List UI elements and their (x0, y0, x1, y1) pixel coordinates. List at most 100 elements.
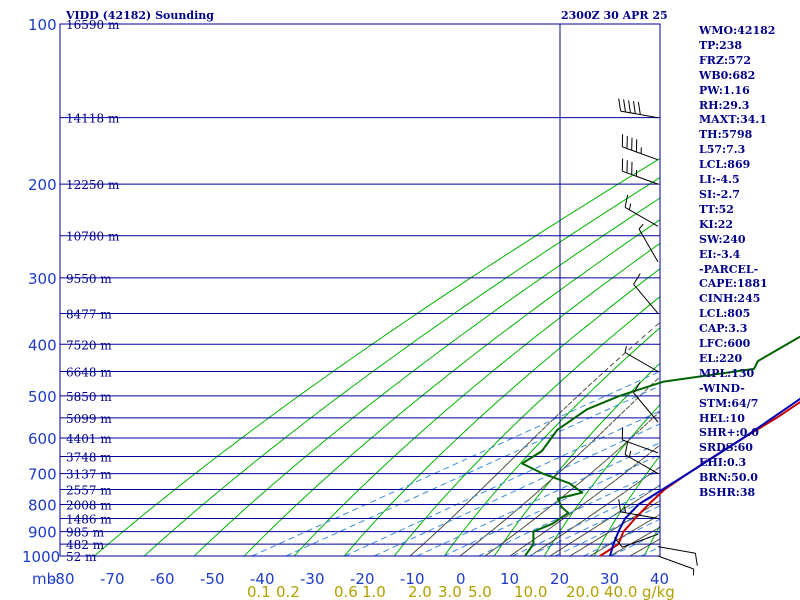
mixing-ratio-line (478, 469, 661, 557)
height-label: 16590 m (66, 18, 120, 32)
pressure-tick-labels: 100 200 300 400 500 600 700 800 900 1000 (22, 16, 60, 566)
moist-adiabat (529, 466, 661, 557)
mixing-ratio-line (285, 385, 661, 557)
temperature-tick-label: 0 (456, 570, 466, 588)
temperature-tick-label: -80 (50, 570, 75, 588)
index-value: PW:1.16 (699, 83, 750, 97)
mixing-ratio-label: 3.0 (438, 583, 462, 600)
index-value: CAP:3.3 (699, 322, 748, 336)
chart-title: VIDD (42182) Sounding (66, 9, 214, 22)
temperature-tick-label: -10 (400, 570, 425, 588)
height-label: 985 m (66, 526, 105, 540)
index-value: SHR+:0.0 (699, 426, 759, 440)
y-axis-title: mb (32, 570, 56, 588)
isotherm-grid (59, 23, 661, 557)
temperature-tick-labels: -80 -70 -60 -50 -40 -30 -20 -10 0 10 20 30 40 (50, 570, 669, 588)
height-label: 6648 m (66, 366, 112, 380)
wind-barb (657, 555, 695, 576)
temperature-tick-label: 10 (500, 570, 519, 588)
pressure-tick-label: 900 (28, 524, 57, 542)
index-value: BSHR:38 (699, 486, 756, 500)
height-label: 5099 m (66, 412, 112, 426)
mixing-ratio-label: 0.2 (276, 583, 300, 600)
dry-adiabat (443, 327, 661, 557)
index-value: EHI:0.3 (699, 456, 747, 470)
temperature-tick-label: -60 (150, 570, 175, 588)
index-value: LCL:805 (699, 307, 751, 321)
height-label: 482 m (66, 538, 105, 552)
mixing-ratio-label: 1.0 (362, 583, 386, 600)
index-value: -PARCEL- (699, 262, 759, 276)
height-label: 2008 m (66, 498, 112, 512)
pressure-tick-label: 500 (28, 388, 57, 406)
index-value: WMO:42182 (699, 24, 776, 37)
mixing-ratio-label: 0.1 (247, 583, 271, 600)
wind-barb (618, 98, 659, 119)
index-value: LFC:600 (699, 337, 751, 351)
height-label: 7520 m (66, 338, 112, 352)
mixing-ratio-label: 2.0 (408, 583, 432, 600)
temperature-tick-label: -30 (300, 570, 325, 588)
index-value: HEL:10 (699, 411, 745, 425)
mixing-ratio-label: 20.0 (566, 583, 599, 600)
moist-adiabat (629, 538, 661, 557)
index-value: LI:-4.5 (699, 173, 740, 187)
moist-adiabat (569, 500, 661, 557)
indices-panel: WMO:42182 TP:238 FRZ:572 WB0:682 PW:1.16 RH:2… (699, 24, 775, 501)
dry-adiabat (193, 197, 661, 557)
pressure-tick-label: 400 (28, 336, 57, 354)
index-value: LCL:869 (699, 158, 751, 172)
moist-adiabat (409, 322, 661, 557)
height-label: 3748 m (66, 450, 112, 464)
mixing-ratio-label: g/kg (642, 583, 675, 600)
height-label: 1486 m (66, 512, 112, 526)
dry-adiabat (143, 177, 661, 557)
wind-barb (638, 223, 659, 263)
wind-barb (657, 546, 698, 566)
temperature-tick-label: -50 (200, 570, 225, 588)
mixing-ratio-label: 10.0 (514, 583, 547, 600)
dry-adiabat (93, 158, 661, 557)
index-value: SW:240 (699, 232, 746, 246)
dry-adiabat (393, 296, 661, 557)
index-value: TH:5798 (699, 128, 753, 142)
pressure-tick-label: 100 (28, 16, 57, 34)
dewpoint-line (521, 335, 800, 557)
index-value: SRDS:60 (699, 441, 753, 455)
height-label: 52 m (66, 550, 97, 564)
index-value: BRN:50.0 (699, 471, 758, 485)
pressure-tick-label: 600 (28, 430, 57, 448)
moist-adiabat (484, 411, 661, 557)
pressure-tick-label: 200 (28, 176, 57, 194)
temperature-tick-label: -70 (100, 570, 125, 588)
mixing-ratio-line (416, 442, 661, 557)
mixing-ratio-line (344, 410, 661, 557)
wind-barb (618, 499, 659, 519)
mixing-ratio-lines (251, 370, 661, 557)
temperature-tick-label: 40 (650, 570, 669, 588)
mixing-ratio-line (374, 423, 661, 557)
index-value: MPL:130 (699, 366, 755, 380)
dry-adiabat (643, 525, 661, 557)
index-value: WB0:682 (699, 68, 756, 82)
wind-barb (621, 427, 659, 454)
index-value: MAXT:34.1 (699, 113, 767, 127)
temperature-tick-label: -40 (250, 570, 275, 588)
mixing-ratio-label: 5.0 (468, 583, 492, 600)
pressure-grid (60, 23, 660, 557)
index-value: FRZ:572 (699, 53, 752, 67)
temperature-line (599, 400, 800, 557)
parcel-line (609, 397, 800, 557)
dry-adiabat-lines (93, 158, 661, 557)
wind-barb (614, 533, 659, 548)
height-label: 8477 m (66, 307, 112, 321)
height-label: 14118 m (66, 112, 120, 126)
height-label: 12250 m (66, 178, 120, 192)
index-value: SI:-2.7 (699, 187, 740, 201)
index-value: CINH:245 (699, 292, 761, 306)
wind-barb (624, 442, 659, 475)
wind-barb (633, 381, 659, 423)
profile-lines (521, 335, 800, 557)
mixing-ratio-label: 40.0 (604, 583, 637, 600)
